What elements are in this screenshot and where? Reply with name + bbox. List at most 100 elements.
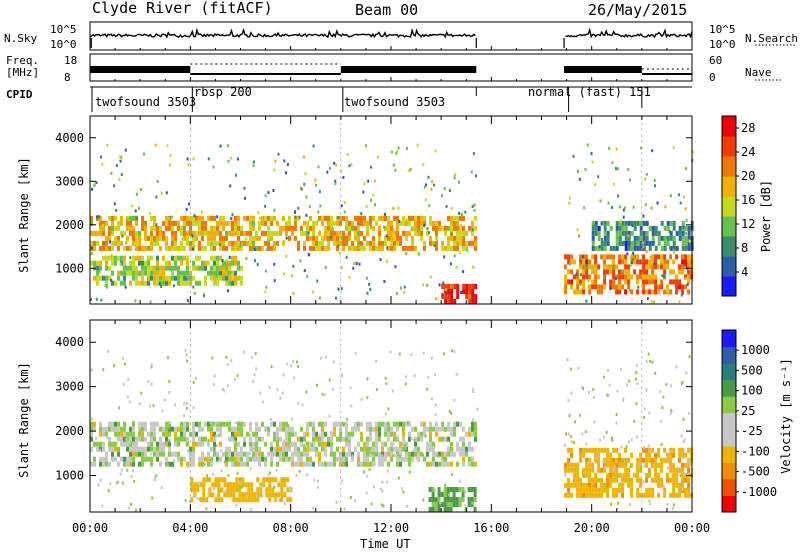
heatmap-cell [434,497,438,502]
heatmap-cell [264,290,267,294]
heatmap-cell [363,451,366,457]
heatmap-cell [129,225,132,231]
heatmap-cell [217,492,221,498]
x-tick-label: 00:00 [72,521,108,535]
heatmap-cell [657,447,661,453]
heatmap-cell [358,461,361,465]
heatmap-cell [159,265,162,271]
heatmap-cell [129,230,132,236]
heatmap-cell [443,502,447,507]
heatmap-cell [420,215,423,221]
heatmap-cell [395,291,398,295]
heatmap-cell [123,230,126,236]
heatmap-cell [650,300,653,304]
heatmap-cell [387,469,390,473]
heatmap-cell [675,467,679,473]
heatmap-cell [265,492,269,498]
heatmap-cell [168,275,171,281]
heatmap-cell [375,421,378,427]
colorbar-tick-label: -25 [741,424,763,438]
heatmap-cell [106,285,109,289]
colorbar-swatch [722,445,736,463]
heatmap-cell [265,248,268,252]
heatmap-cell [461,213,463,217]
heatmap-cell [195,376,198,380]
heatmap-cell [594,457,598,463]
heatmap-cell [642,230,646,236]
heatmap-cell [212,473,215,476]
heatmap-cell [237,260,240,266]
heatmap-cell [256,497,260,503]
heatmap-cell [393,446,396,452]
heatmap-cell [640,146,643,150]
heatmap-cell [117,270,120,276]
heatmap-cell [384,376,387,380]
heatmap-cell [138,421,141,427]
heatmap-cell [594,264,598,270]
heatmap-cell [588,284,592,290]
heatmap-cell [606,487,610,493]
heatmap-cell [594,477,598,483]
heatmap-cell [312,235,315,241]
heatmap-cell [437,507,441,512]
heatmap-cell [446,502,450,507]
heatmap-cell [150,235,153,241]
heatmap-cell [602,460,605,464]
heatmap-cell [227,289,229,293]
heatmap-cell [354,245,357,251]
heatmap-cell [663,235,667,241]
heatmap-cell [111,426,114,432]
heatmap-cell [570,279,574,285]
colorbar-tick-label: 100 [741,384,763,398]
heatmap-cell [570,482,574,488]
heatmap-cell [366,276,368,280]
heatmap-cell [426,461,429,467]
colorbar-swatch [722,346,736,364]
heatmap-cell [186,280,189,286]
heatmap-cell [618,240,622,246]
heatmap-cell [590,152,593,156]
heatmap-cell [228,446,231,452]
heatmap-cell [591,492,595,498]
heatmap-cell [606,452,610,458]
heatmap-cell [626,383,629,387]
heatmap-cell [156,180,159,183]
heatmap-cell [156,240,159,246]
heatmap-cell [474,215,477,221]
heatmap-cell [639,269,643,275]
heatmap-cell [255,245,258,251]
heatmap-cell [570,462,574,468]
heatmap-cell [666,264,670,270]
heatmap-cell [238,492,242,498]
heatmap-cell [381,489,384,493]
heatmap-cell [450,232,453,236]
heatmap-cell [213,235,216,241]
heatmap-cell [576,228,579,232]
heatmap-cell [196,281,199,285]
heatmap-cell [663,487,667,493]
heatmap-cell [340,169,343,173]
heatmap-cell [246,215,249,221]
heatmap-cell [253,248,256,252]
heatmap-cell [673,503,676,507]
heatmap-cell [190,487,194,493]
heatmap-cell [337,216,340,220]
heatmap-cell [261,494,264,498]
heatmap-cell [441,461,444,467]
heatmap-cell [90,431,93,437]
heatmap-cell [394,265,397,269]
freq-band [641,73,692,75]
heatmap-cell [225,355,228,359]
heatmap-cell [584,168,587,171]
heatmap-cell [453,431,456,437]
heatmap-cell [444,230,447,236]
heatmap-cell [433,183,436,187]
heatmap-cell [630,254,634,260]
colorbar-swatch [722,176,736,197]
heatmap-cell [354,421,357,427]
heatmap-cell [585,442,588,446]
heatmap-cell [295,473,298,477]
heatmap-cell [183,227,186,231]
heatmap-cell [279,451,282,457]
heatmap-cell [682,195,685,199]
